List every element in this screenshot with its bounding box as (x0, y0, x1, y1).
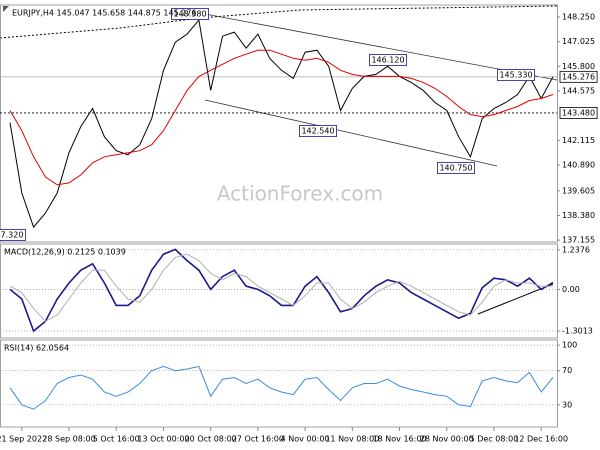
panel-frame (0, 339, 558, 428)
y-tick-label: 70 (562, 366, 572, 375)
y-tick-label: 30 (562, 400, 572, 409)
panel-frame (0, 4, 558, 243)
label-box (437, 162, 475, 174)
x-tick-label: 5 Oct 16:00 (93, 435, 140, 444)
label-box (497, 69, 535, 81)
price-line (9, 18, 554, 229)
y-tick-label: 100 (562, 341, 577, 350)
x-tick-label: 5 Dec 08:00 (470, 435, 519, 444)
indicator-line (9, 253, 554, 323)
y-tick-label: 147.025 (562, 37, 595, 46)
y-tick-label: 1.2376 (562, 245, 590, 254)
level-label: 143.480 (562, 108, 595, 117)
channel-upper (204, 13, 558, 81)
price-annotation: 140.750 (439, 164, 472, 173)
panel-frame (0, 243, 558, 339)
y-tick-label: 137.155 (562, 236, 595, 245)
watermark: ActionForex.com (217, 182, 383, 206)
label-box (559, 70, 598, 83)
x-tick-label: 4 Nov 00:00 (281, 435, 330, 444)
x-tick-label: 18 Nov 16:00 (373, 435, 427, 444)
price-annotation: 145.330 (499, 71, 532, 80)
y-tick-label: 145.800 (562, 62, 595, 71)
label-box (369, 54, 407, 66)
x-tick-label: 12 Dec 16:00 (514, 435, 568, 444)
y-tick-label: 144.575 (562, 86, 595, 95)
y-tick-label: 138.380 (562, 211, 595, 220)
panel-title: MACD(12,26,9) 0.2125 0.1039 (4, 248, 126, 257)
price-annotation: 142.540 (301, 127, 334, 136)
y-tick-label: -1.3013 (562, 327, 593, 336)
x-tick-label: 27 Oct 16:00 (232, 435, 284, 444)
x-tick-label: 28 Nov 00:00 (420, 435, 474, 444)
y-tick-label: 148.250 (562, 13, 595, 22)
x-tick-label: 20 Oct 08:00 (185, 435, 237, 444)
label-box (559, 107, 598, 119)
x-tick-label: 11 Nov 08:00 (325, 435, 379, 444)
price-annotation: 7.320 (1, 231, 24, 240)
indicator-line (9, 248, 554, 333)
x-tick-label: 21 Sep 2022 (0, 435, 47, 444)
panel-title: RSI(14) 62.0564 (4, 344, 69, 353)
label-box (171, 8, 209, 20)
x-tick-label: 13 Oct 00:00 (137, 435, 189, 444)
indicator-line (9, 365, 554, 410)
channel-lower (204, 99, 498, 167)
label-box (0, 229, 26, 241)
price-annotation: 148.380 (173, 10, 206, 19)
label-box (299, 125, 337, 137)
y-tick-label: 140.890 (562, 161, 595, 170)
x-tick-label: 28 Sep 08:00 (42, 435, 95, 444)
symbol-icon (3, 6, 9, 12)
last-price-label: 145.276 (562, 72, 595, 81)
indicator-line (9, 49, 554, 186)
price-annotation: 146.120 (371, 56, 404, 65)
y-tick-label: 0.00 (562, 285, 580, 294)
panel-title: EURJPY,H4 145.047 145.658 144.875 145.27… (12, 9, 197, 18)
y-tick-label: 139.605 (562, 186, 595, 195)
y-tick-label: 142.115 (562, 136, 595, 145)
